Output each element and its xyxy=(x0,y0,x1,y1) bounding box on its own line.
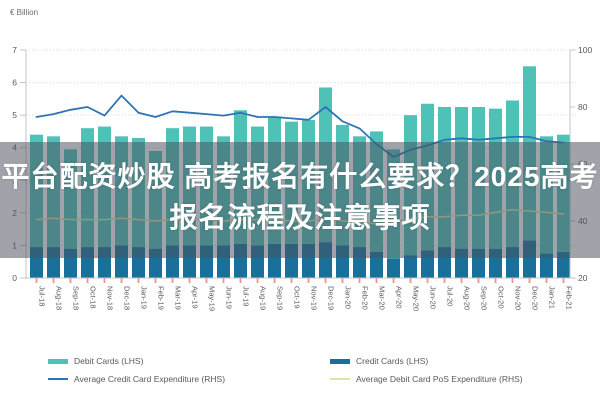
svg-text:0: 0 xyxy=(12,273,17,283)
svg-text:Jan-21: Jan-21 xyxy=(548,286,557,309)
svg-text:Mar-19: Mar-19 xyxy=(174,286,183,310)
svg-text:Jan-20: Jan-20 xyxy=(344,286,353,309)
svg-text:6: 6 xyxy=(12,78,17,88)
svg-text:Mar-20: Mar-20 xyxy=(378,286,387,310)
legend-label: Credit Cards (LHS) xyxy=(356,356,429,366)
svg-text:20: 20 xyxy=(578,273,588,283)
headline-banner: 平台配资炒股 高考报名有什么要求？2025高考 报名流程及注意事项 xyxy=(0,142,600,258)
headline-line2: 报名流程及注意事项 xyxy=(169,202,431,233)
svg-text:Apr-19: Apr-19 xyxy=(191,286,200,309)
svg-text:May-19: May-19 xyxy=(208,286,217,311)
legend-item-debit-cards: Debit Cards (LHS) xyxy=(48,356,143,366)
axis-unit-label: € Billion xyxy=(10,8,39,17)
legend-item-credit-cards: Credit Cards (LHS) xyxy=(330,356,428,366)
credit-cards-swatch xyxy=(330,358,350,364)
svg-text:Jun-19: Jun-19 xyxy=(225,286,234,309)
svg-text:Sep-18: Sep-18 xyxy=(72,286,81,310)
svg-text:Jan-19: Jan-19 xyxy=(140,286,149,309)
svg-text:80: 80 xyxy=(578,102,588,112)
svg-text:Oct-19: Oct-19 xyxy=(293,286,302,309)
legend-label: Average Credit Card Expenditure (RHS) xyxy=(74,374,226,384)
svg-text:Nov-19: Nov-19 xyxy=(310,286,319,310)
svg-text:Dec-20: Dec-20 xyxy=(531,286,540,310)
svg-text:Oct-20: Oct-20 xyxy=(497,286,506,309)
svg-text:100: 100 xyxy=(578,45,592,55)
svg-text:Feb-19: Feb-19 xyxy=(157,286,166,310)
svg-text:May-20: May-20 xyxy=(412,286,421,311)
avg-credit-line-swatch xyxy=(48,378,68,380)
svg-text:5: 5 xyxy=(12,110,17,120)
svg-text:Sep-19: Sep-19 xyxy=(276,286,285,310)
svg-text:Aug-18: Aug-18 xyxy=(55,286,64,310)
avg-debit-pos-line-swatch xyxy=(330,378,350,380)
svg-text:Jul-19: Jul-19 xyxy=(242,286,251,306)
chart-legend: Debit Cards (LHS) Credit Cards (LHS) Ave… xyxy=(0,348,600,394)
svg-text:Dec-19: Dec-19 xyxy=(327,286,336,310)
svg-text:Nov-20: Nov-20 xyxy=(514,286,523,310)
svg-text:Jul-18: Jul-18 xyxy=(38,286,47,306)
svg-text:Dec-18: Dec-18 xyxy=(123,286,132,310)
svg-text:Feb-20: Feb-20 xyxy=(361,286,370,310)
svg-text:7: 7 xyxy=(12,45,17,55)
svg-text:Feb-21: Feb-21 xyxy=(565,286,574,310)
svg-text:Aug-19: Aug-19 xyxy=(259,286,268,310)
svg-text:Oct-18: Oct-18 xyxy=(89,286,98,309)
svg-text:Nov-18: Nov-18 xyxy=(106,286,115,310)
svg-text:Jun-20: Jun-20 xyxy=(429,286,438,309)
legend-label: Average Debit Card PoS Expenditure (RHS) xyxy=(356,374,523,384)
legend-label: Debit Cards (LHS) xyxy=(74,356,144,366)
svg-text:Sep-20: Sep-20 xyxy=(480,286,489,310)
headline-line1: 平台配资炒股 高考报名有什么要求？2025高考 xyxy=(1,161,599,192)
svg-text:Apr-20: Apr-20 xyxy=(395,286,404,309)
legend-item-avg-credit-expenditure: Average Credit Card Expenditure (RHS) xyxy=(48,374,225,384)
legend-item-avg-debit-pos-expenditure: Average Debit Card PoS Expenditure (RHS) xyxy=(330,374,523,384)
svg-text:Jul-20: Jul-20 xyxy=(446,286,455,306)
svg-text:Aug-20: Aug-20 xyxy=(463,286,472,310)
debit-cards-swatch xyxy=(48,358,68,364)
